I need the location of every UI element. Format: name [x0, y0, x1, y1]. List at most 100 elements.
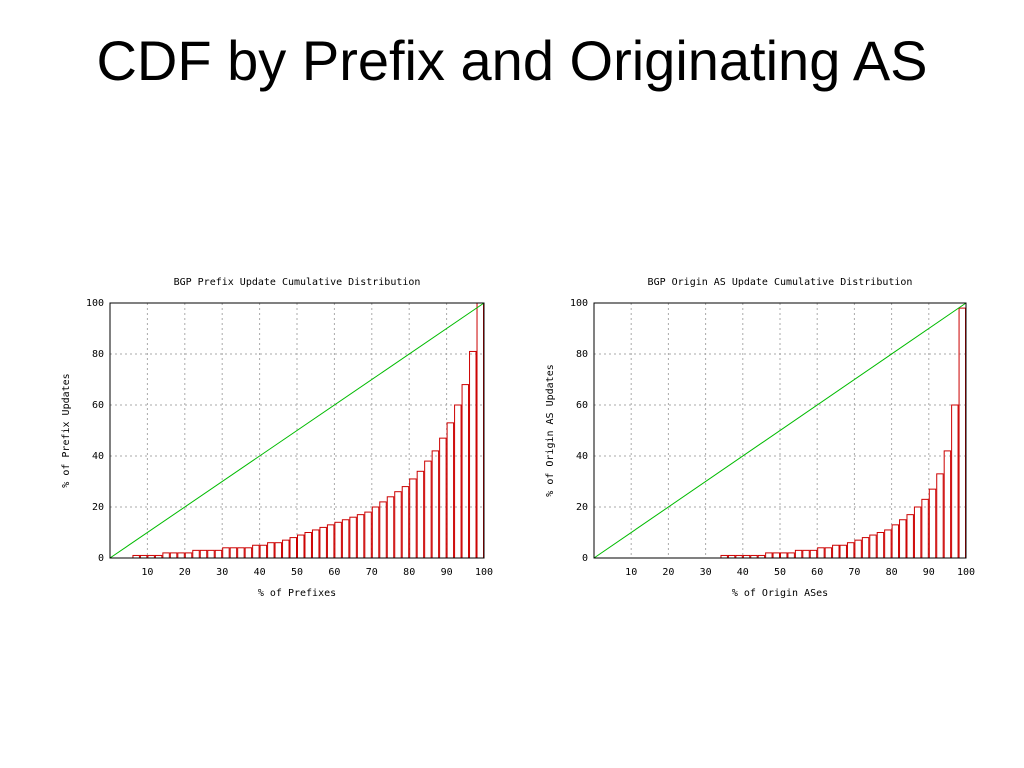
bar — [311, 529, 320, 559]
bar — [364, 511, 372, 559]
bar — [252, 544, 260, 559]
bar — [772, 552, 780, 559]
bar — [326, 524, 335, 559]
bar — [951, 404, 959, 559]
bar — [943, 450, 952, 559]
x-tick-label: 100 — [957, 567, 975, 578]
bar — [765, 552, 773, 559]
bar — [207, 549, 215, 559]
x-axis-label: % of Origin ASes — [732, 588, 828, 599]
bar — [869, 534, 877, 559]
y-tick-label: 0 — [98, 553, 104, 564]
x-tick-label: 80 — [403, 567, 415, 578]
bar — [356, 514, 365, 559]
bar — [282, 539, 290, 559]
bar — [809, 549, 818, 559]
x-tick-label: 60 — [328, 567, 340, 578]
bar — [928, 488, 937, 559]
y-axis-label: % of Prefix Updates — [61, 373, 72, 487]
bar — [416, 470, 425, 559]
plot-frame — [109, 302, 485, 559]
bar — [192, 549, 200, 559]
x-tick-label: 50 — [774, 567, 786, 578]
bar — [401, 486, 410, 559]
bar — [229, 547, 238, 559]
bar — [259, 544, 268, 559]
y-tick-label: 60 — [576, 400, 588, 411]
bar — [832, 544, 840, 559]
bar — [906, 514, 914, 559]
bar — [899, 519, 907, 559]
bar — [787, 552, 795, 559]
bar — [222, 547, 230, 559]
x-tick-label: 40 — [254, 567, 266, 578]
y-tick-label: 100 — [86, 298, 104, 309]
bar — [802, 549, 810, 559]
bar — [214, 549, 223, 559]
chart-title: BGP Origin AS Update Cumulative Distribu… — [648, 277, 913, 288]
bar — [839, 544, 847, 559]
bar — [861, 537, 870, 559]
bar — [274, 542, 283, 559]
bar — [424, 460, 432, 559]
y-tick-label: 0 — [582, 553, 588, 564]
y-axis-label: % of Origin AS Updates — [545, 364, 556, 496]
x-tick-label: 80 — [886, 567, 898, 578]
x-tick-label: 30 — [700, 567, 712, 578]
y-tick-label: 60 — [92, 400, 104, 411]
bar — [341, 519, 350, 559]
x-tick-label: 90 — [441, 567, 453, 578]
bar — [891, 524, 900, 559]
bar — [371, 506, 380, 559]
bar — [297, 534, 305, 559]
y-tick-label: 20 — [576, 502, 588, 513]
bar — [846, 542, 855, 559]
bar — [334, 521, 342, 559]
bar — [394, 491, 402, 559]
bar — [780, 552, 788, 559]
bar — [876, 532, 885, 559]
bar — [958, 307, 966, 559]
bar — [237, 547, 245, 559]
bar — [824, 547, 833, 559]
bar — [379, 501, 387, 559]
bar — [431, 450, 440, 559]
x-tick-label: 90 — [923, 567, 935, 578]
x-tick-label: 70 — [366, 567, 378, 578]
x-tick-label: 100 — [475, 567, 493, 578]
x-tick-label: 20 — [662, 567, 674, 578]
x-tick-label: 30 — [216, 567, 228, 578]
x-tick-label: 60 — [811, 567, 823, 578]
y-tick-label: 100 — [570, 298, 588, 309]
y-tick-label: 80 — [576, 349, 588, 360]
bar — [267, 542, 275, 559]
chart-title: BGP Prefix Update Cumulative Distributio… — [174, 277, 421, 288]
bar — [169, 552, 178, 559]
bar — [936, 473, 944, 559]
bar — [304, 532, 312, 559]
bar — [454, 404, 462, 559]
bar — [446, 422, 455, 559]
x-tick-label: 20 — [179, 567, 191, 578]
bar — [244, 547, 253, 559]
y-tick-label: 40 — [576, 451, 588, 462]
x-tick-label: 70 — [848, 567, 860, 578]
bar — [177, 552, 185, 559]
bar — [386, 496, 395, 559]
bar — [409, 478, 417, 559]
bar — [884, 529, 892, 559]
bar — [469, 350, 477, 559]
plot-frame — [593, 302, 967, 559]
x-tick-label: 40 — [737, 567, 749, 578]
bar — [794, 549, 803, 559]
bar — [461, 384, 470, 559]
bar — [817, 547, 825, 559]
y-tick-label: 80 — [92, 349, 104, 360]
y-tick-label: 20 — [92, 502, 104, 513]
bar — [289, 537, 297, 559]
diagonal-line — [109, 302, 485, 559]
x-tick-label: 10 — [141, 567, 153, 578]
bar — [854, 539, 862, 559]
